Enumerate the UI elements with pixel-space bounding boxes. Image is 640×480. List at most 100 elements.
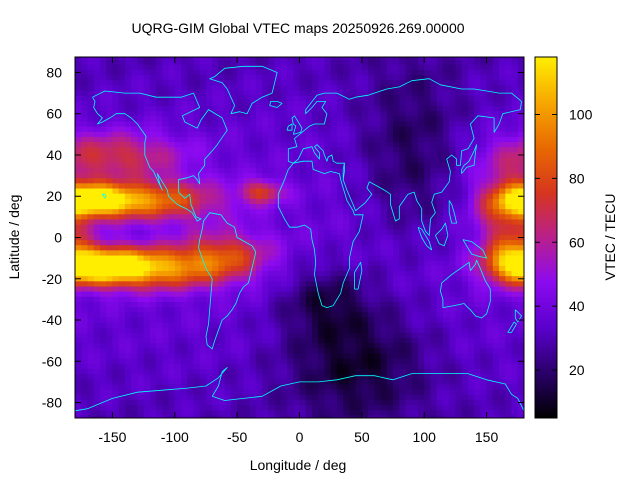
- heatmap-cell: [436, 363, 444, 370]
- heatmap-cell: [386, 317, 394, 324]
- heatmap-cell: [193, 265, 201, 272]
- heatmap-cell: [380, 203, 388, 210]
- heatmap-cell: [517, 255, 524, 262]
- heatmap-cell: [355, 229, 363, 236]
- heatmap-cell: [399, 152, 407, 159]
- heatmap-cell: [424, 369, 432, 375]
- heatmap-cell: [274, 116, 282, 123]
- heatmap-cell: [212, 193, 220, 200]
- heatmap-cell: [355, 75, 363, 81]
- heatmap-cell: [187, 245, 195, 251]
- heatmap-cell: [405, 301, 413, 308]
- heatmap-cell: [355, 384, 363, 391]
- heatmap-cell: [393, 389, 400, 396]
- heatmap-cell: [399, 327, 407, 334]
- heatmap-cell: [343, 219, 350, 226]
- heatmap-cell: [499, 399, 506, 406]
- heatmap-cell: [156, 75, 163, 81]
- heatmap-cell: [336, 312, 344, 319]
- heatmap-cell: [230, 229, 238, 236]
- heatmap-cell: [218, 219, 226, 226]
- heatmap-cell: [287, 312, 294, 319]
- heatmap-cell: [224, 322, 232, 329]
- heatmap-cell: [149, 209, 157, 215]
- heatmap-cell: [193, 291, 201, 298]
- heatmap-cell: [305, 214, 313, 221]
- heatmap-cell: [492, 384, 500, 391]
- heatmap-cell: [131, 271, 138, 277]
- heatmap-cell: [324, 85, 332, 92]
- heatmap-cell: [311, 80, 319, 86]
- heatmap-cell: [380, 332, 388, 339]
- heatmap-cell: [249, 69, 257, 76]
- heatmap-cell: [174, 265, 182, 272]
- heatmap-cell: [480, 405, 488, 411]
- heatmap-cell: [112, 255, 120, 262]
- heatmap-cell: [249, 255, 257, 262]
- heatmap-cell: [430, 198, 438, 205]
- heatmap-cell: [305, 255, 313, 262]
- heatmap-cell: [386, 327, 394, 334]
- heatmap-cell: [124, 152, 132, 159]
- heatmap-cell: [336, 348, 344, 355]
- heatmap-cell: [205, 126, 213, 133]
- heatmap-cell: [193, 374, 201, 380]
- heatmap-cell: [480, 286, 488, 293]
- heatmap-cell: [255, 281, 263, 288]
- heatmap-cell: [143, 178, 151, 184]
- heatmap-cell: [442, 374, 450, 380]
- heatmap-cell: [417, 142, 425, 148]
- heatmap-cell: [118, 80, 126, 86]
- heatmap-cell: [193, 229, 201, 236]
- heatmap-cell: [205, 389, 213, 396]
- heatmap-cell: [449, 188, 457, 195]
- heatmap-cell: [336, 111, 344, 117]
- heatmap-cell: [393, 142, 400, 148]
- heatmap-cell: [262, 162, 269, 169]
- heatmap-cell: [187, 116, 195, 123]
- heatmap-cell: [436, 147, 444, 154]
- heatmap-cell: [305, 317, 313, 324]
- heatmap-cell: [374, 57, 382, 61]
- heatmap-cell: [237, 157, 244, 164]
- heatmap-cell: [305, 358, 313, 365]
- heatmap-cell: [268, 234, 276, 241]
- heatmap-cell: [262, 90, 269, 97]
- heatmap-cell: [156, 198, 163, 205]
- heatmap-cell: [361, 369, 369, 375]
- heatmap-cell: [517, 64, 524, 71]
- heatmap-cell: [461, 111, 469, 117]
- heatmap-cell: [137, 271, 145, 277]
- heatmap-cell: [162, 240, 170, 246]
- heatmap-cell: [318, 224, 326, 231]
- heatmap-cell: [405, 250, 413, 257]
- heatmap-cell: [349, 193, 357, 200]
- heatmap-cell: [268, 240, 276, 246]
- heatmap-cell: [436, 327, 444, 334]
- heatmap-cell: [374, 405, 382, 411]
- heatmap-cell: [118, 343, 126, 349]
- heatmap-cell: [461, 307, 469, 313]
- heatmap-cell: [106, 286, 114, 293]
- heatmap-cell: [499, 317, 506, 324]
- heatmap-cell: [174, 80, 182, 86]
- heatmap-cell: [75, 312, 82, 319]
- heatmap-cell: [224, 338, 232, 344]
- heatmap-cell: [249, 307, 257, 313]
- heatmap-cell: [492, 105, 500, 112]
- heatmap-cell: [361, 64, 369, 71]
- heatmap-cell: [187, 75, 195, 81]
- heatmap-cell: [336, 281, 344, 288]
- heatmap-cell: [318, 85, 326, 92]
- heatmap-cell: [467, 363, 475, 370]
- heatmap-cell: [305, 374, 313, 380]
- heatmap-cell: [336, 69, 344, 76]
- heatmap-cell: [461, 348, 469, 355]
- heatmap-cell: [480, 358, 488, 365]
- heatmap-cell: [324, 57, 332, 61]
- heatmap-cell: [411, 203, 419, 210]
- heatmap-cell: [262, 317, 269, 324]
- heatmap-cell: [93, 240, 101, 246]
- heatmap-cell: [143, 291, 151, 298]
- heatmap-cell: [355, 363, 363, 370]
